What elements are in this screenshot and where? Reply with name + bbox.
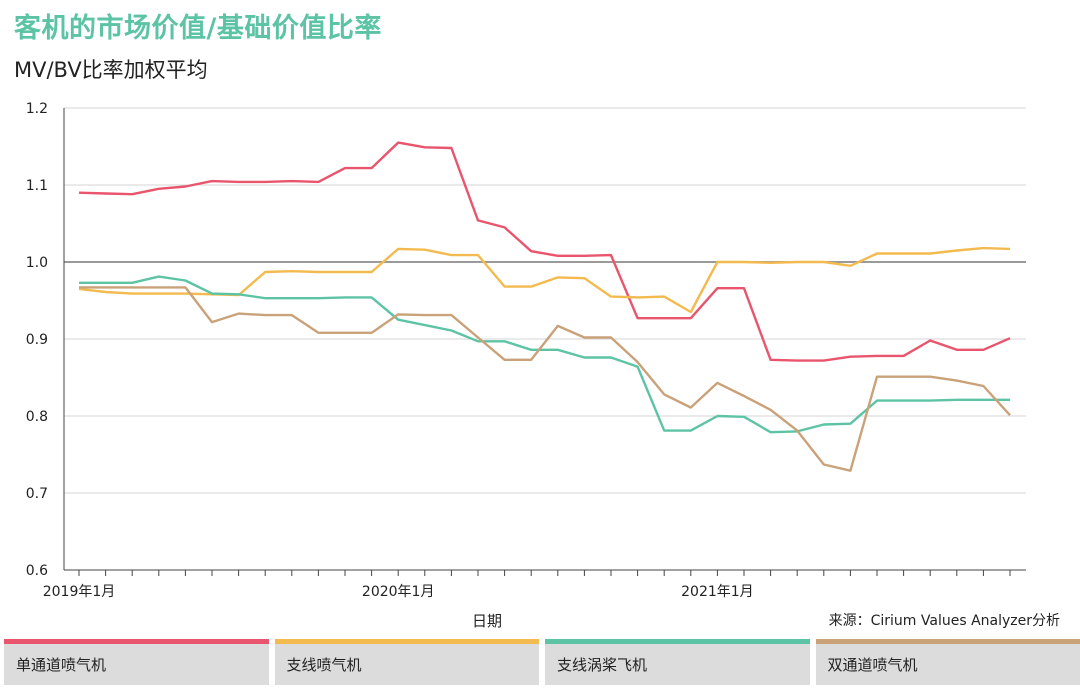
series-line-2 xyxy=(79,275,1010,434)
legend-item-regional-jet: 支线喷气机 xyxy=(274,639,539,685)
chart-subtitle: MV/BV比率加权平均 xyxy=(14,58,208,82)
x-tick-label: 2021年1月 xyxy=(681,584,754,600)
y-tick-label: 0.6 xyxy=(26,563,48,579)
legend-label: 单通道喷气机 xyxy=(16,656,107,674)
legend-label: 支线涡桨飞机 xyxy=(557,656,648,674)
y-tick-label: 1.2 xyxy=(26,101,48,117)
y-tick-label: 0.7 xyxy=(26,486,48,502)
legend: 单通道喷气机 支线喷气机 支线涡桨飞机 双通道喷气机 xyxy=(4,639,1080,685)
series-line-3 xyxy=(79,286,1011,472)
x-axis-label: 日期 xyxy=(472,612,503,630)
x-tick-label: 2020年1月 xyxy=(362,584,435,600)
legend-label: 支线喷气机 xyxy=(286,656,362,674)
y-tick-label: 1.0 xyxy=(26,255,48,271)
series-line-1 xyxy=(78,246,1011,314)
y-tick-label: 0.8 xyxy=(26,409,48,425)
chart-title: 客机的市场价值/基础价值比率 xyxy=(14,13,382,44)
legend-item-turboprop: 支线涡桨飞机 xyxy=(545,639,810,685)
y-tick-label: 1.1 xyxy=(26,178,48,194)
source-note: 来源：Cirium Values Analyzer分析 xyxy=(828,613,1060,629)
legend-item-twin-aisle: 双通道喷气机 xyxy=(815,639,1080,685)
legend-label: 双通道喷气机 xyxy=(827,656,918,674)
y-tick-label: 0.9 xyxy=(26,332,48,348)
series-line-0 xyxy=(78,141,1011,362)
x-tick-label: 2019年1月 xyxy=(43,584,116,600)
legend-item-single-aisle: 单通道喷气机 xyxy=(4,639,269,685)
